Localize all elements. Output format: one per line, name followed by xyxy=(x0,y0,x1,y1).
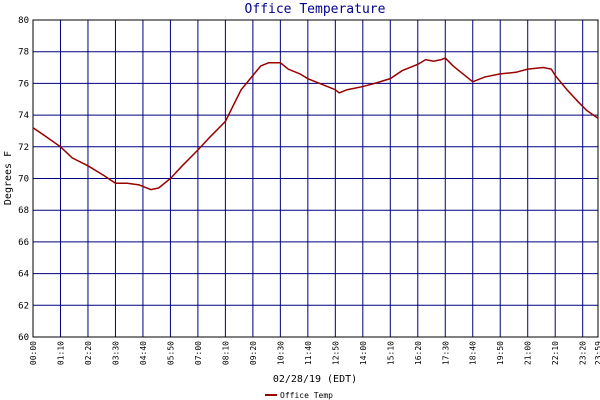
x-tick-label: 02:20 xyxy=(84,341,93,365)
x-tick-label: 21:00 xyxy=(524,341,533,365)
x-tick-label: 14:00 xyxy=(359,341,368,365)
x-tick-label: 12:50 xyxy=(331,341,340,365)
x-tick-label: 17:30 xyxy=(441,341,450,365)
x-tick-label: 23:20 xyxy=(579,341,588,365)
x-tick-label: 15:10 xyxy=(386,341,395,365)
x-tick-label: 03:30 xyxy=(111,341,120,365)
y-tick-label: 60 xyxy=(18,333,29,343)
y-tick-label: 76 xyxy=(18,79,29,89)
x-tick-label: 11:40 xyxy=(304,341,313,365)
x-tick-label: 07:00 xyxy=(194,341,203,365)
y-axis-title: Degrees F xyxy=(3,151,14,205)
x-tick-label: 01:10 xyxy=(56,341,65,365)
x-tick-label: 19:50 xyxy=(496,341,505,365)
x-tick-label: 18:40 xyxy=(469,341,478,365)
x-tick-label: 10:30 xyxy=(276,341,285,365)
x-tick-label: 16:20 xyxy=(414,341,423,365)
y-tick-label: 62 xyxy=(18,301,29,311)
legend-label: Office Temp xyxy=(280,391,333,400)
x-tick-label: 08:10 xyxy=(221,341,230,365)
y-tick-label: 68 xyxy=(18,206,29,216)
x-tick-label: 05:50 xyxy=(166,341,175,365)
x-axis-title: 02/28/19 (EDT) xyxy=(273,374,357,385)
y-tick-label: 80 xyxy=(18,16,29,26)
data-line xyxy=(32,57,599,191)
plot-border xyxy=(32,19,599,338)
chart-title: Office Temperature xyxy=(245,2,386,17)
y-tick-label: 64 xyxy=(18,270,29,280)
x-tick-label: 09:20 xyxy=(249,341,258,365)
y-tick-label: 72 xyxy=(18,143,29,153)
y-tick-label: 70 xyxy=(18,175,29,185)
y-tick-label: 66 xyxy=(18,238,29,248)
y-tick-label: 78 xyxy=(18,48,29,58)
x-tick-label: 23:59 xyxy=(594,341,600,365)
x-tick-label: 00:00 xyxy=(29,341,38,365)
x-tick-label: 22:10 xyxy=(551,341,560,365)
y-tick-label: 74 xyxy=(18,111,29,121)
x-tick-label: 04:40 xyxy=(139,341,148,365)
